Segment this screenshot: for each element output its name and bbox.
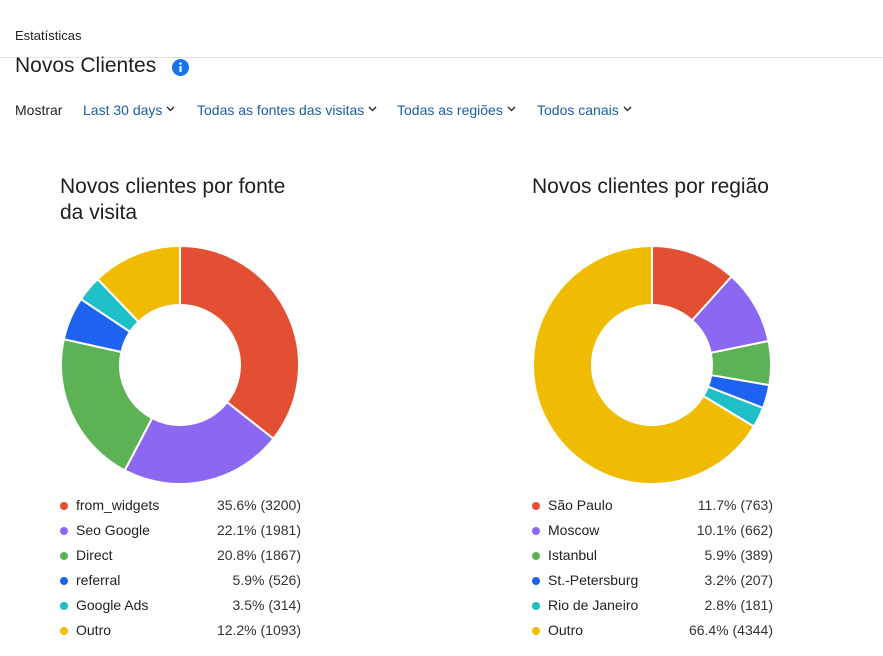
filter-source-dropdown[interactable]: Todas as fontes das visitas	[197, 102, 377, 118]
donut-chart-region	[532, 245, 772, 485]
legend-swatch	[60, 602, 68, 610]
filter-channel-label: Todos canais	[537, 102, 619, 118]
legend-value: 20.8% (1867)	[216, 547, 301, 563]
legend-swatch	[60, 627, 68, 635]
donut-slice-seo-google[interactable]	[123, 400, 275, 485]
filter-label: Mostrar	[15, 102, 63, 118]
legend-swatch	[532, 577, 540, 585]
legend-value: 2.8% (181)	[704, 597, 773, 613]
donut-slice-direct[interactable]	[60, 338, 154, 472]
legend-value: 35.6% (3200)	[216, 497, 301, 513]
chart-title-source: Novos clientes por fonte da visita	[60, 175, 286, 224]
legend-item: St.-Petersburg 3.2% (207)	[532, 572, 773, 597]
filter-channel-dropdown[interactable]: Todos canais	[537, 102, 632, 118]
legend-item: Outro 66.4% (4344)	[532, 622, 773, 647]
legend-label: from_widgets	[76, 497, 160, 513]
legend-item: referral 5.9% (526)	[60, 572, 301, 597]
legend-item: Direct 20.8% (1867)	[60, 547, 301, 572]
legend-item: São Paulo 11.7% (763)	[532, 497, 773, 522]
chevron-down-icon	[507, 106, 516, 112]
legend-swatch	[532, 502, 540, 510]
legend-item: Google Ads 3.5% (314)	[60, 597, 301, 622]
legend-item: Outro 12.2% (1093)	[60, 622, 301, 647]
legend-item: Moscow 10.1% (662)	[532, 522, 773, 547]
legend-value: 10.1% (662)	[696, 522, 773, 538]
donut-slice-from-widgets[interactable]	[179, 245, 300, 441]
legend-label: São Paulo	[548, 497, 613, 513]
legend-label: Google Ads	[76, 597, 149, 613]
legend-item: from_widgets 35.6% (3200)	[60, 497, 301, 522]
filter-period-label: Last 30 days	[83, 102, 163, 118]
legend-label: referral	[76, 572, 121, 588]
legend-item: Istanbul 5.9% (389)	[532, 547, 773, 572]
info-icon[interactable]	[172, 59, 189, 76]
legend-item: Seo Google 22.1% (1981)	[60, 522, 301, 547]
legend-label: St.-Petersburg	[548, 572, 639, 588]
chevron-down-icon	[623, 106, 632, 112]
legend-value: 11.7% (763)	[697, 497, 773, 513]
legend-value: 22.1% (1981)	[216, 522, 301, 538]
legend-swatch	[60, 552, 68, 560]
header-divider	[0, 57, 883, 58]
filter-region-dropdown[interactable]: Todas as regiões	[397, 102, 516, 118]
legend-item: Rio de Janeiro 2.8% (181)	[532, 597, 773, 622]
chart-title-region: Novos clientes por região	[532, 175, 769, 198]
legend-label: Rio de Janeiro	[548, 597, 639, 613]
filter-source-label: Todas as fontes das visitas	[197, 102, 365, 118]
page-title: Novos Clientes	[15, 54, 157, 77]
legend-swatch	[60, 527, 68, 535]
legend-swatch	[532, 627, 540, 635]
legend-label: Direct	[76, 547, 113, 563]
filter-period-dropdown[interactable]: Last 30 days	[83, 102, 175, 118]
donut-chart-source	[60, 245, 300, 485]
legend-label: Moscow	[548, 522, 600, 538]
donut-slice-outro[interactable]	[96, 245, 181, 324]
legend-label: Outro	[76, 622, 112, 638]
legend-value: 5.9% (389)	[704, 547, 773, 563]
legend-value: 3.2% (207)	[704, 572, 773, 588]
chevron-down-icon	[166, 106, 175, 112]
legend-value: 66.4% (4344)	[688, 622, 773, 638]
legend-label: Outro	[548, 622, 584, 638]
legend-value: 5.9% (526)	[232, 572, 301, 588]
legend-value: 3.5% (314)	[232, 597, 301, 613]
legend-region: São Paulo 11.7% (763) Moscow 10.1% (662) I…	[532, 497, 773, 647]
legend-source: from_widgets 35.6% (3200) Seo Google 22.1%…	[60, 497, 301, 647]
legend-swatch	[532, 552, 540, 560]
legend-swatch	[60, 577, 68, 585]
legend-swatch	[60, 502, 68, 510]
filter-region-label: Todas as regiões	[397, 102, 503, 118]
legend-label: Seo Google	[76, 522, 150, 538]
legend-swatch	[532, 602, 540, 610]
chevron-down-icon	[368, 106, 377, 112]
donut-slice-outro[interactable]	[532, 245, 756, 485]
legend-label: Istanbul	[548, 547, 598, 563]
breadcrumb[interactable]: Estatísticas	[15, 28, 82, 43]
legend-value: 12.2% (1093)	[216, 622, 301, 638]
legend-swatch	[532, 527, 540, 535]
